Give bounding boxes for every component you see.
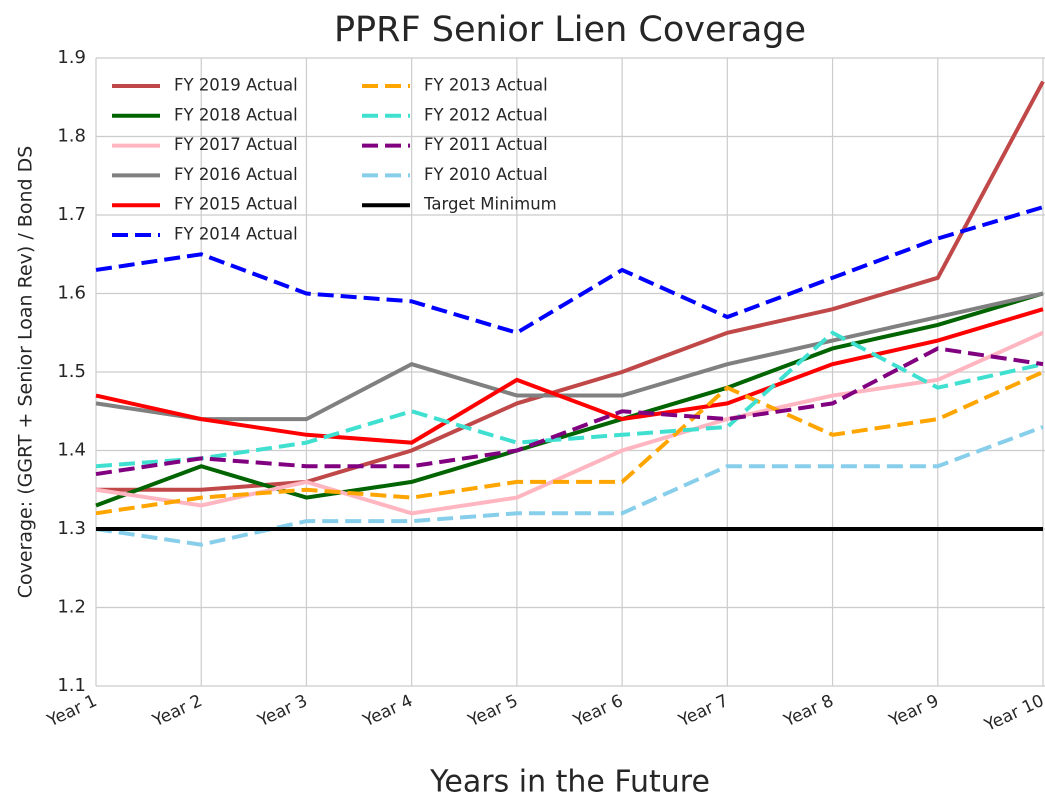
legend-label: Target Minimum: [423, 195, 557, 214]
x-tick-label: Year 2: [149, 691, 206, 732]
series-line: [96, 80, 1045, 492]
legend-label: FY 2014 Actual: [174, 225, 298, 244]
series-line: [95, 370, 1044, 516]
series-line: [95, 291, 1044, 422]
series-line: [95, 205, 1044, 335]
y-tick-label: 1.6: [57, 283, 86, 304]
x-tick-label: Year 6: [570, 691, 627, 732]
x-tick-label: Year 9: [885, 691, 942, 732]
legend-label: FY 2019 Actual: [174, 76, 298, 95]
plot-lines: [95, 80, 1045, 547]
x-tick-label: Year 4: [359, 691, 416, 732]
y-tick-label: 1.4: [57, 440, 86, 461]
legend: FY 2019 Actual FY 2018 Actual FY 2017 Actu…: [112, 76, 557, 244]
legend-label: FY 2010 Actual: [424, 165, 548, 184]
y-tick-label: 1.1: [57, 675, 86, 696]
legend-label: FY 2018 Actual: [174, 105, 298, 124]
x-tick-label: Year 10: [981, 691, 1045, 736]
legend-label: FY 2017 Actual: [174, 135, 298, 154]
x-axis-label: Years in the Future: [429, 765, 710, 800]
x-tick-label: Year 8: [780, 691, 837, 732]
legend-label: FY 2012 Actual: [424, 105, 548, 124]
series-line: [95, 330, 1044, 469]
y-tick-label: 1.2: [57, 597, 86, 618]
y-tick-label: 1.7: [57, 204, 86, 225]
series-line: [95, 330, 1044, 516]
chart-title: PPRF Senior Lien Coverage: [334, 10, 806, 50]
x-tick-label: Year 5: [464, 691, 521, 732]
series-line: [95, 291, 1044, 508]
series-line: [95, 346, 1044, 477]
legend-label: FY 2011 Actual: [424, 135, 548, 154]
y-tick-label: 1.3: [57, 518, 86, 539]
y-axis-label: Coverage: (GGRT + Senior Loan Rev) / Bon…: [15, 146, 37, 599]
x-tick-label: Year 7: [675, 691, 732, 732]
x-tick-label: Year 1: [44, 691, 101, 732]
legend-label: FY 2015 Actual: [174, 195, 298, 214]
series-line: [95, 307, 1044, 445]
x-tick-label: Year 3: [254, 691, 311, 732]
legend-label: FY 2013 Actual: [424, 76, 548, 95]
y-tick-label: 1.8: [57, 126, 86, 147]
y-tick-label: 1.9: [57, 47, 86, 68]
legend-label: FY 2016 Actual: [174, 165, 298, 184]
y-tick-label: 1.5: [57, 361, 86, 382]
